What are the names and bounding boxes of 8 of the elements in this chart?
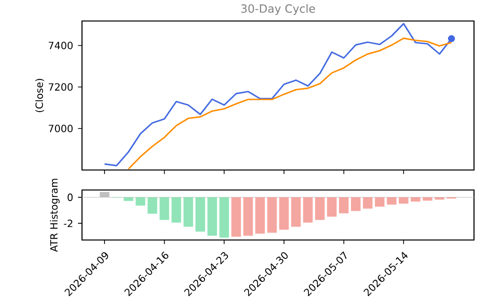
y-tick-label: -2 bbox=[64, 220, 72, 228]
y-tick-label: 7400 bbox=[48, 42, 73, 50]
y-axis-title: (Close) bbox=[35, 78, 44, 112]
y-axis-title: ATR Histogram bbox=[50, 178, 60, 252]
y-tick-label: 7200 bbox=[48, 83, 73, 91]
y-tick-label: 7000 bbox=[48, 124, 73, 132]
chart-title: 30-Day Cycle bbox=[241, 4, 315, 16]
y-tick-label: 0 bbox=[68, 194, 73, 202]
